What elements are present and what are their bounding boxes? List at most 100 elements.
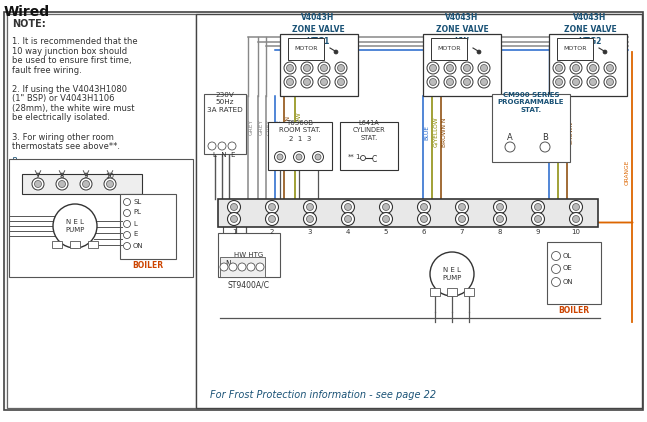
Circle shape [569,213,582,225]
Circle shape [318,62,330,74]
Circle shape [256,263,264,271]
FancyBboxPatch shape [431,38,467,60]
FancyBboxPatch shape [340,122,398,170]
Circle shape [417,213,430,225]
Circle shape [382,203,389,211]
Circle shape [573,203,580,211]
Circle shape [238,263,246,271]
Text: 5: 5 [384,229,388,235]
Text: Wired: Wired [4,5,50,19]
Circle shape [446,78,454,86]
Circle shape [494,213,507,225]
Text: ON: ON [133,243,144,249]
Circle shape [230,203,237,211]
Circle shape [556,78,562,86]
Text: 10: 10 [105,173,115,179]
Circle shape [573,78,580,86]
Circle shape [124,243,131,249]
Text: BROWN N: BROWN N [442,117,447,147]
Text: N: N [225,260,231,269]
FancyBboxPatch shape [196,14,642,408]
Text: SL: SL [133,198,141,205]
Circle shape [315,154,321,160]
Circle shape [104,178,116,190]
Circle shape [228,213,241,225]
Circle shape [56,178,68,190]
Text: OL: OL [563,252,572,259]
Circle shape [540,142,550,152]
Circle shape [313,151,324,162]
Circle shape [569,200,582,214]
Circle shape [338,65,344,71]
Circle shape [303,78,311,86]
Circle shape [307,203,314,211]
Circle shape [303,200,316,214]
Text: 230V
50Hz
3A RATED: 230V 50Hz 3A RATED [207,92,243,113]
Circle shape [230,216,237,222]
Circle shape [342,200,355,214]
Text: 9: 9 [83,173,88,179]
Circle shape [496,216,503,222]
Circle shape [496,203,503,211]
Circle shape [604,76,616,88]
Text: G/YELLOW: G/YELLOW [559,117,564,147]
Circle shape [570,76,582,88]
Circle shape [587,76,599,88]
Circle shape [587,62,599,74]
FancyBboxPatch shape [447,288,457,296]
Text: MOTOR: MOTOR [437,46,461,51]
Circle shape [124,209,131,216]
Circle shape [301,76,313,88]
Circle shape [334,50,338,54]
Text: MOTOR: MOTOR [564,46,587,51]
Circle shape [265,213,278,225]
Circle shape [446,65,454,71]
Circle shape [301,62,313,74]
Text: **: ** [348,154,355,160]
Text: Pump overrun: Pump overrun [12,157,71,166]
Circle shape [294,151,305,162]
FancyBboxPatch shape [280,34,358,96]
Circle shape [58,181,65,187]
Text: 4: 4 [345,229,350,235]
Circle shape [124,198,131,206]
FancyBboxPatch shape [464,288,474,296]
FancyBboxPatch shape [547,242,601,304]
Text: V4043H
ZONE VALVE
HTG1: V4043H ZONE VALVE HTG1 [292,13,344,46]
Circle shape [606,78,613,86]
FancyBboxPatch shape [7,14,196,408]
Circle shape [556,65,562,71]
Text: 6: 6 [422,229,426,235]
Text: BOILER: BOILER [133,261,164,270]
Text: 3. For wiring other room: 3. For wiring other room [12,133,114,141]
Circle shape [427,62,439,74]
Circle shape [570,62,582,74]
Circle shape [573,65,580,71]
Text: be electrically isolated.: be electrically isolated. [12,114,110,122]
Text: fault free wiring.: fault free wiring. [12,66,82,75]
Text: ON: ON [563,279,574,284]
Circle shape [553,62,565,74]
Circle shape [218,142,226,150]
Text: E: E [133,232,137,238]
Text: N E L
PUMP: N E L PUMP [65,219,85,233]
Text: 10 way junction box should: 10 way junction box should [12,47,127,56]
Text: 3: 3 [308,229,313,235]
Circle shape [417,200,430,214]
Circle shape [208,142,216,150]
Circle shape [265,200,278,214]
Text: be used to ensure first time,: be used to ensure first time, [12,57,131,65]
Circle shape [344,216,351,222]
Circle shape [296,154,302,160]
Circle shape [430,65,437,71]
Circle shape [551,252,560,260]
FancyBboxPatch shape [204,94,246,154]
FancyBboxPatch shape [120,194,176,259]
Circle shape [344,203,351,211]
Text: 1: 1 [232,229,236,235]
Circle shape [459,216,465,222]
FancyBboxPatch shape [430,288,440,296]
Circle shape [320,78,327,86]
Text: For Frost Protection information - see page 22: For Frost Protection information - see p… [210,390,436,400]
Circle shape [534,216,542,222]
